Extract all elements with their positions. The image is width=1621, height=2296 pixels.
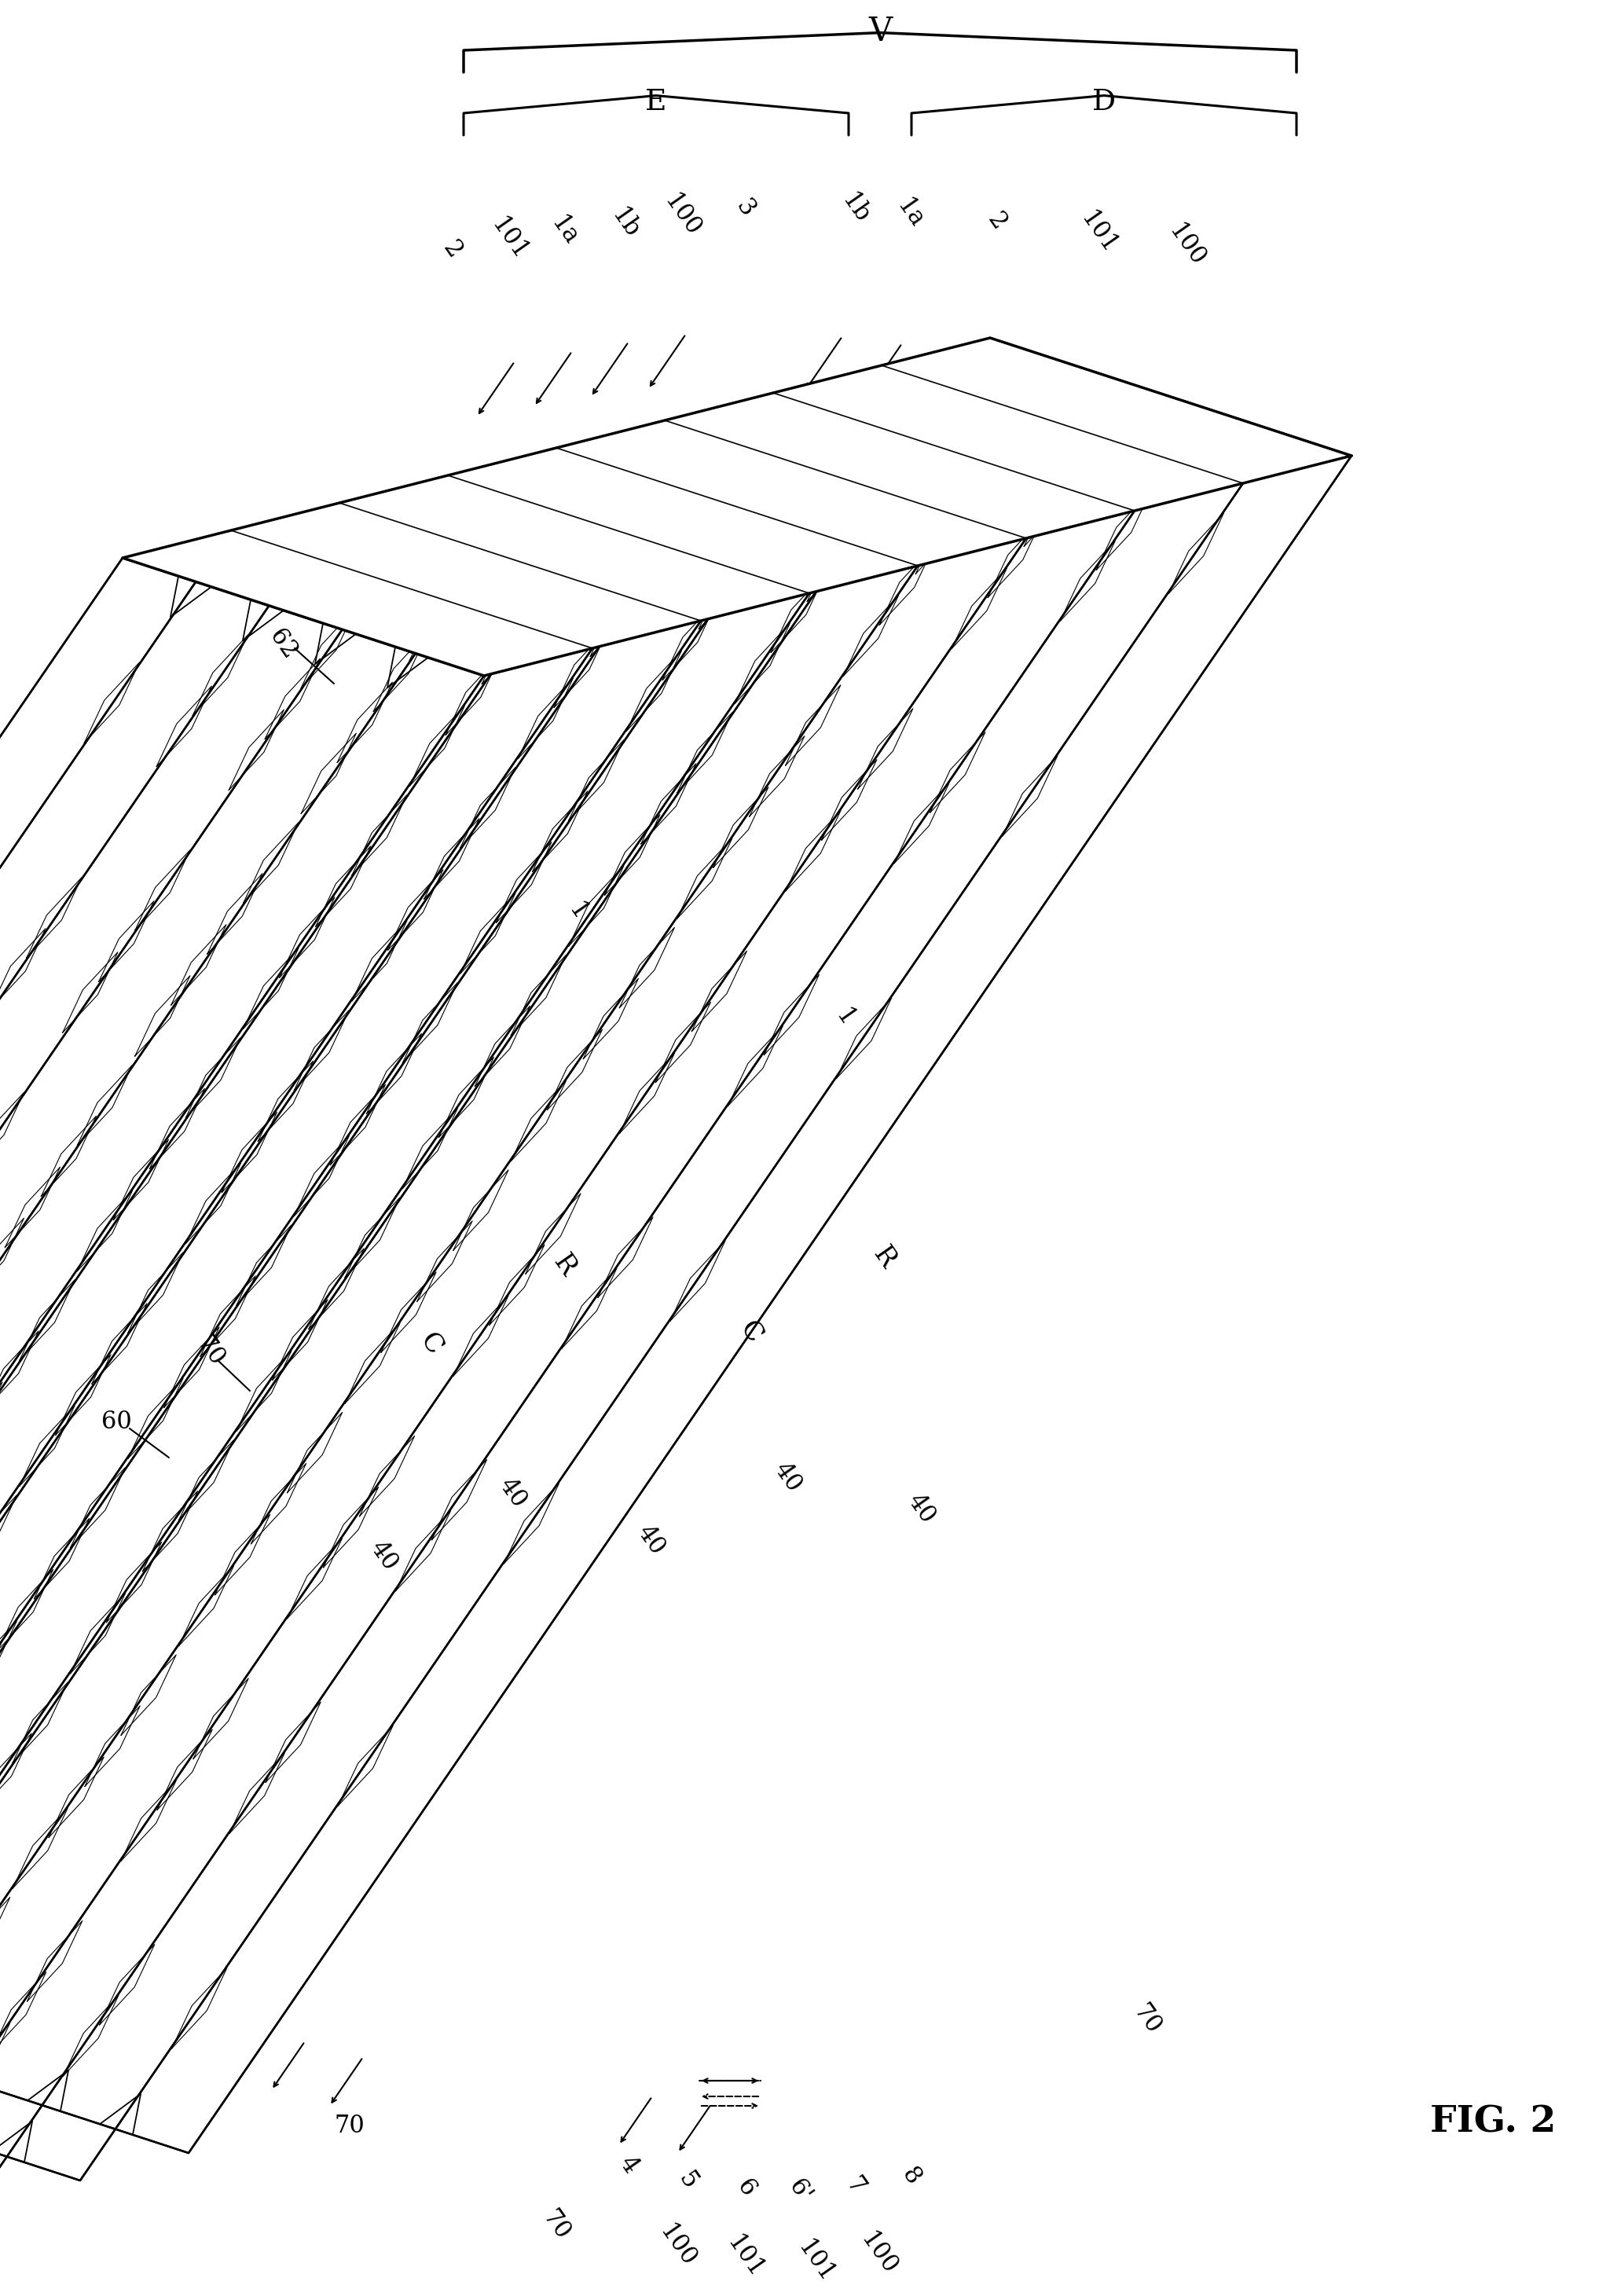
Text: 40: 40 (903, 1490, 940, 1529)
Text: D: D (1093, 87, 1115, 117)
Text: C: C (415, 1329, 447, 1359)
Text: 1: 1 (562, 898, 592, 925)
Polygon shape (0, 503, 700, 2296)
Text: 100: 100 (658, 191, 705, 241)
Text: V: V (869, 16, 892, 48)
Polygon shape (0, 448, 917, 2264)
Text: 101: 101 (793, 2236, 838, 2287)
Text: 1a: 1a (892, 195, 929, 232)
Polygon shape (0, 420, 1026, 2236)
Text: 101: 101 (486, 214, 532, 264)
Text: 70: 70 (334, 2112, 365, 2138)
Text: 2: 2 (982, 209, 1012, 234)
Text: 6: 6 (733, 2174, 760, 2202)
Text: 40: 40 (494, 1474, 532, 1513)
Text: 101: 101 (721, 2232, 768, 2282)
Text: 5: 5 (673, 2167, 702, 2193)
Text: 1b: 1b (836, 188, 874, 227)
Text: 4: 4 (614, 2151, 644, 2179)
Text: C: C (734, 1316, 767, 1348)
Polygon shape (0, 530, 592, 2296)
Text: 40: 40 (632, 1520, 669, 1559)
Polygon shape (0, 365, 1243, 2181)
Text: R: R (548, 1249, 580, 1281)
Text: 100: 100 (856, 2227, 901, 2280)
Text: 8: 8 (896, 2163, 926, 2190)
Text: 1b: 1b (606, 204, 644, 243)
Text: 101: 101 (1075, 207, 1122, 259)
Text: 2: 2 (438, 236, 467, 264)
Text: 70: 70 (191, 1332, 229, 1371)
Polygon shape (123, 338, 1352, 675)
Text: 100: 100 (655, 2220, 700, 2271)
Text: 6': 6' (783, 2174, 815, 2206)
Polygon shape (0, 558, 485, 2296)
Text: 60: 60 (101, 1410, 131, 1435)
Text: R: R (867, 1242, 900, 1272)
Text: FIG. 2: FIG. 2 (1430, 2103, 1556, 2140)
Polygon shape (0, 475, 809, 2291)
Text: 70: 70 (1128, 2000, 1165, 2039)
Text: E: E (645, 87, 666, 117)
Text: 7: 7 (841, 2172, 869, 2200)
Text: 70: 70 (538, 2206, 575, 2245)
Text: 1: 1 (830, 1003, 859, 1031)
Text: 1a: 1a (546, 211, 582, 250)
Polygon shape (0, 338, 1352, 2154)
Text: 3: 3 (731, 195, 759, 220)
Text: 40: 40 (365, 1536, 402, 1575)
Polygon shape (0, 393, 1135, 2209)
Text: 62: 62 (264, 625, 302, 664)
Text: 100: 100 (1164, 220, 1209, 271)
Text: 40: 40 (768, 1458, 806, 1497)
